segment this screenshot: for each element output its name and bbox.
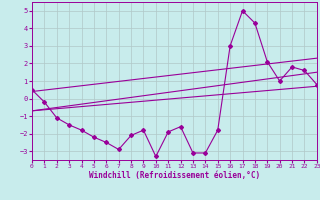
X-axis label: Windchill (Refroidissement éolien,°C): Windchill (Refroidissement éolien,°C) bbox=[89, 171, 260, 180]
